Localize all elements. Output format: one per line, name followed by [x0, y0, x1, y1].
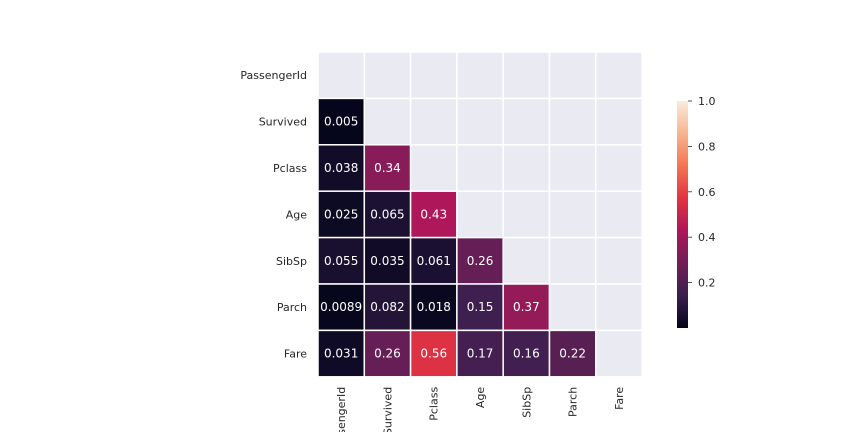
heatmap-cell-masked: [502, 51, 551, 100]
x-tick-label-fare: Fare: [613, 387, 626, 410]
heatmap-cell-masked: [456, 51, 504, 100]
cell-annotation: 0.16: [513, 347, 540, 361]
heatmap-cell-fare-passengerid: [317, 329, 366, 378]
x-tick-label-sibsp: SibSp: [520, 387, 533, 418]
heatmap-cell-masked: [548, 283, 597, 332]
heatmap-cell-masked: [456, 190, 504, 239]
cell-annotation: 0.082: [370, 300, 404, 314]
cell-annotation: 0.34: [374, 161, 401, 175]
y-tick-label-age: Age: [286, 208, 308, 221]
cell-annotation: 0.0089: [320, 300, 362, 314]
x-tick-label-passengerid: PassengerId: [335, 387, 348, 432]
heatmap-cell-sibsp-survived: [363, 236, 412, 285]
cell-annotation: 0.17: [467, 347, 494, 361]
cell-annotation: 0.56: [420, 347, 447, 361]
y-axis-tick-labels: PassengerId Survived Pclass Age SibSp Parch Fa…: [240, 69, 307, 360]
cell-annotation: 0.005: [324, 115, 358, 129]
cell-annotation: 0.37: [513, 300, 540, 314]
heatmap-cell-masked: [548, 144, 597, 192]
cell-annotation: 0.018: [417, 300, 451, 314]
heatmap-cell-masked: [595, 283, 643, 332]
heatmap-cell-masked: [456, 97, 504, 146]
cell-annotation: 0.22: [559, 347, 586, 361]
heatmap-cell-masked: [317, 51, 366, 100]
cell-annotation: 0.065: [370, 207, 404, 221]
cell-annotation: 0.15: [467, 300, 494, 314]
colorbar-gradient: [677, 101, 688, 328]
heatmap-cell-fare-age: [456, 329, 504, 378]
heatmap-cell-masked: [456, 144, 504, 192]
heatmap-cells: [317, 51, 643, 378]
cell-annotation: 0.055: [324, 254, 358, 268]
cell-annotation: 0.26: [467, 254, 494, 268]
cell-annotation: 0.061: [417, 254, 451, 268]
heatmap-cell-parch-age: [456, 283, 504, 332]
heatmap-cell-survived-passengerid: [317, 97, 366, 146]
y-tick-label-pclass: Pclass: [273, 162, 307, 175]
heatmap-cell-pclass-passengerid: [317, 144, 366, 192]
x-tick-label-age: Age: [474, 387, 487, 409]
colorbar-tick-label: 0.8: [698, 140, 716, 153]
cell-annotation: 0.43: [420, 207, 447, 221]
cell-annotation: 0.038: [324, 161, 358, 175]
heatmap-cell-masked: [363, 51, 412, 100]
heatmap-cell-fare-sibsp: [502, 329, 551, 378]
heatmap-cell-masked: [409, 144, 458, 192]
heatmap-cell-masked: [502, 97, 551, 146]
colorbar-tick-label: 0.2: [698, 277, 716, 290]
heatmap-cell-age-pclass: [409, 190, 458, 239]
heatmap-cell-masked: [548, 97, 597, 146]
x-tick-label-survived: Survived: [381, 387, 394, 432]
heatmap-cell-fare-parch: [548, 329, 597, 378]
heatmap-cell-masked: [548, 190, 597, 239]
heatmap-cell-masked: [502, 144, 551, 192]
heatmap-cell-masked: [548, 51, 597, 100]
y-tick-label-fare: Fare: [284, 348, 307, 361]
heatmap-cell-masked: [548, 236, 597, 285]
x-tick-label-parch: Parch: [567, 387, 580, 417]
heatmap-cell-masked: [363, 97, 412, 146]
cell-annotation: 0.26: [374, 347, 401, 361]
heatmap-cell-parch-survived: [363, 283, 412, 332]
heatmap-cell-masked: [595, 236, 643, 285]
heatmap-cell-masked: [595, 329, 643, 378]
colorbar-tick-label: 1.0: [698, 95, 716, 108]
cell-annotation: 0.031: [324, 347, 358, 361]
heatmap-cell-masked: [502, 190, 551, 239]
y-tick-label-sibsp: SibSp: [276, 255, 307, 268]
cell-annotation: 0.025: [324, 207, 358, 221]
y-tick-label-passengerid: PassengerId: [240, 69, 307, 82]
heatmap-cell-masked: [502, 236, 551, 285]
y-tick-label-parch: Parch: [277, 301, 307, 314]
x-tick-label-pclass: Pclass: [428, 387, 441, 421]
heatmap-cell-masked: [595, 51, 643, 100]
colorbar-tick-label: 0.4: [698, 231, 716, 244]
heatmap-cell-masked: [595, 190, 643, 239]
cell-annotation: 0.035: [370, 254, 404, 268]
heatmap-annotations: 0.005 0.038 0.34 0.025 0.065 0.43 0.055 0.035 0.…: [320, 115, 586, 361]
heatmap-cell-masked: [409, 97, 458, 146]
heatmap-cell-masked: [595, 97, 643, 146]
x-axis-tick-labels: PassengerId Survived Pclass Age SibSp Parch Fa…: [335, 387, 626, 436]
heatmap-cell-masked: [595, 144, 643, 192]
colorbar-tick-label: 0.6: [698, 186, 716, 199]
y-tick-label-survived: Survived: [259, 116, 307, 129]
heatmap-cell-masked: [409, 51, 458, 100]
heatmap-cell-sibsp-age: [456, 236, 504, 285]
heatmap-cell-fare-survived: [363, 329, 412, 378]
colorbar: 0.2 0.4 0.6 0.8 1.0: [677, 95, 716, 328]
